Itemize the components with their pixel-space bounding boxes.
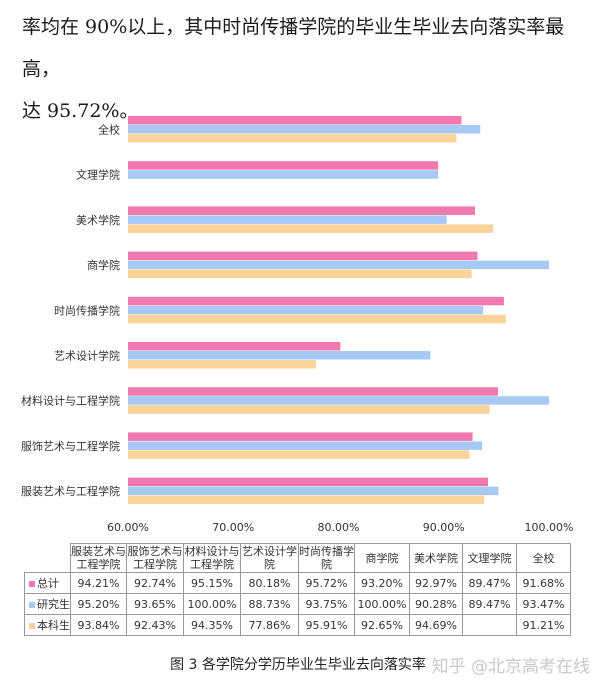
bar-4-1 xyxy=(128,305,484,315)
bar-3-0 xyxy=(128,251,478,261)
table-cell: 93.84% xyxy=(70,614,127,636)
paragraph-line-2: 达 95.72%。 xyxy=(22,100,139,122)
legend-swatch xyxy=(29,601,35,608)
bar-0-0 xyxy=(128,116,462,125)
bar-5-2 xyxy=(128,360,316,369)
category-label: 时尚传播学院 xyxy=(54,303,120,317)
table-cell: 92.97% xyxy=(409,572,463,594)
table-cell: 92.74% xyxy=(126,572,184,594)
x-tick-label: 100.00% xyxy=(525,521,574,534)
category-label: 材料设计与工程学院 xyxy=(21,394,120,408)
table-cell: 94.69% xyxy=(409,614,463,636)
bar-0-2 xyxy=(128,134,457,143)
legend-label: 总计 xyxy=(37,576,59,590)
table-column-header: 材料设计与工程学院 xyxy=(183,543,241,573)
bar-6-0 xyxy=(128,387,498,396)
table-cell: 94.21% xyxy=(70,572,127,594)
bar-5-0 xyxy=(128,342,341,351)
x-tick-label: 70.00% xyxy=(212,521,254,534)
bar-8-0 xyxy=(128,477,489,487)
table-column-header: 艺术设计学院 xyxy=(240,543,299,573)
bar-1-1 xyxy=(128,170,439,179)
table-cell: 89.47% xyxy=(462,572,517,594)
bar-8-1 xyxy=(128,486,499,496)
category-label: 服饰艺术与工程学院 xyxy=(21,439,120,453)
table-row-header: 本科生 xyxy=(24,614,71,636)
bar-2-2 xyxy=(128,224,494,233)
x-tick-label: 60.00% xyxy=(107,521,149,534)
category-label: 全校 xyxy=(98,123,120,137)
table-column-header: 时尚传播学院 xyxy=(298,543,355,573)
bar-1-0 xyxy=(128,161,439,170)
bar-6-1 xyxy=(128,396,549,405)
table-cell: 93.65% xyxy=(126,593,184,615)
table-row: 本科生 93.84% 92.43% 94.35% 77.86% 95.91% 92.65% 9… xyxy=(24,614,571,636)
table-cell: 93.75% xyxy=(298,593,355,615)
table-cell xyxy=(462,614,517,636)
table-corner xyxy=(24,543,71,573)
table-cell: 77.86% xyxy=(240,614,299,636)
legend-label: 研究生 xyxy=(37,597,70,611)
table-column-header: 文理学院 xyxy=(462,543,517,573)
table-cell: 95.15% xyxy=(183,572,241,594)
bar-7-2 xyxy=(128,450,470,459)
bar-chart: 全校文理学院美术学院商学院时尚传播学院艺术设计学院材料设计与工程学院服饰艺术与工… xyxy=(21,116,574,534)
bar-7-1 xyxy=(128,441,483,450)
table-cell: 93.47% xyxy=(516,593,571,615)
table-cell: 91.68% xyxy=(516,572,571,594)
table-column-header: 全校 xyxy=(516,543,571,573)
category-label: 艺术设计学院 xyxy=(54,349,120,363)
table-cell: 93.20% xyxy=(354,572,410,594)
table-cell: 90.28% xyxy=(409,593,463,615)
table-column-header: 服饰艺术与工程学院 xyxy=(126,543,184,573)
table-cell: 95.72% xyxy=(298,572,355,594)
table-cell: 100.00% xyxy=(354,593,410,615)
bar-4-0 xyxy=(128,296,504,306)
table-cell: 100.00% xyxy=(183,593,241,615)
caption-text: 图 3 各学院分学历毕业生毕业去向落实率 xyxy=(170,657,426,673)
table-cell: 89.47% xyxy=(462,593,517,615)
bar-6-2 xyxy=(128,405,490,414)
bar-4-2 xyxy=(128,314,506,324)
figure-caption: 图 3 各学院分学历毕业生毕业去向落实率 xyxy=(0,654,600,674)
table-cell: 91.21% xyxy=(516,614,571,636)
bar-7-0 xyxy=(128,432,473,441)
legend-swatch xyxy=(29,580,35,587)
legend-swatch xyxy=(29,622,35,629)
intro-paragraph: 率均在 90%以上，其中时尚传播学院的毕业生毕业去向落实率最高， 达 95.72… xyxy=(22,6,582,132)
category-label: 美术学院 xyxy=(76,213,120,227)
table-cell: 95.91% xyxy=(298,614,355,636)
bar-3-2 xyxy=(128,269,472,279)
table-cell: 92.43% xyxy=(126,614,184,636)
legend-label: 本科生 xyxy=(37,618,70,632)
paragraph-line-1: 率均在 90%以上，其中时尚传播学院的毕业生毕业去向落实率最高， xyxy=(22,16,565,80)
category-label: 商学院 xyxy=(87,258,120,272)
data-table: 服装艺术与工程学院 服饰艺术与工程学院 材料设计与工程学院 艺术设计学院 时尚传播学院商… xyxy=(24,543,571,636)
table-cell: 95.20% xyxy=(70,593,127,615)
table-column-header: 美术学院 xyxy=(409,543,463,573)
bar-2-1 xyxy=(128,215,447,224)
table-cell: 88.73% xyxy=(240,593,299,615)
bar-5-1 xyxy=(128,351,431,360)
table-row: 研究生 95.20% 93.65% 100.00% 88.73% 93.75% 100.00… xyxy=(24,593,571,615)
bar-3-1 xyxy=(128,260,549,270)
table-row-header: 研究生 xyxy=(24,593,71,615)
table-cell: 94.35% xyxy=(183,614,241,636)
table-row-header: 总计 xyxy=(24,572,71,594)
table-header-row: 服装艺术与工程学院 服饰艺术与工程学院 材料设计与工程学院 艺术设计学院 时尚传播学院商… xyxy=(24,543,571,573)
x-tick-label: 80.00% xyxy=(318,521,360,534)
bar-8-2 xyxy=(128,495,485,505)
table-cell: 80.18% xyxy=(240,572,299,594)
table-cell: 92.65% xyxy=(354,614,410,636)
table-column-header: 商学院 xyxy=(354,543,410,573)
bar-0-1 xyxy=(128,125,481,134)
watermark: 知乎 @北京高考在线 xyxy=(431,657,590,677)
table-column-header: 服装艺术与工程学院 xyxy=(70,543,127,573)
category-label: 文理学院 xyxy=(76,168,120,182)
category-label: 服装艺术与工程学院 xyxy=(21,484,120,498)
table-row: 总计 94.21% 92.74% 95.15% 80.18% 95.72% 93.20% 92… xyxy=(24,572,571,594)
x-tick-label: 90.00% xyxy=(423,521,465,534)
bar-2-0 xyxy=(128,206,476,215)
